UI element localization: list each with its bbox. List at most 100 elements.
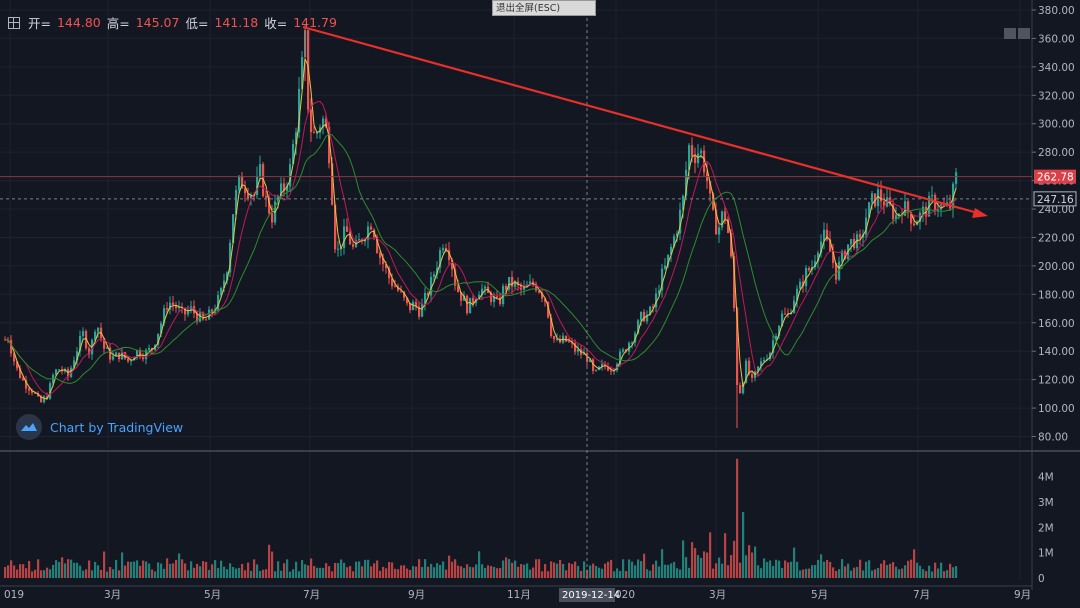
candle-body [877, 189, 880, 207]
volume-bar [34, 569, 37, 578]
candle-body [643, 311, 646, 322]
candle-body [649, 306, 652, 315]
volume-bar [379, 570, 382, 578]
volume-bar [874, 569, 877, 578]
candle-body [796, 288, 799, 301]
volume-bar [52, 564, 55, 578]
volume-bar [913, 549, 916, 578]
candle-body [334, 204, 337, 250]
candle-body [139, 350, 142, 357]
volume-bar [547, 571, 550, 578]
volume-bar [643, 553, 646, 578]
scroll-down-icon[interactable] [1018, 28, 1030, 39]
watermark-text: Chart by TradingView [50, 419, 184, 435]
volume-bar [154, 571, 157, 578]
volume-bar [922, 569, 925, 578]
expand-plus-icon[interactable] [8, 16, 20, 29]
candle-body [823, 229, 826, 242]
exit-fullscreen-button[interactable]: 退出全屏(ESC) [492, 0, 596, 16]
volume-bar [433, 567, 436, 578]
candle-body [244, 188, 247, 194]
volume-bar [217, 568, 220, 578]
candle-body [541, 292, 544, 299]
candle-body [709, 181, 712, 194]
candle-body [115, 352, 118, 357]
volume-layer [4, 458, 958, 578]
moving-averages [4, 58, 957, 400]
volume-bar [361, 566, 364, 578]
volume-bar [901, 568, 904, 578]
volume-bar [544, 563, 547, 578]
volume-bar [556, 563, 559, 578]
candle-body [781, 313, 784, 326]
price-tick-label: 100.00 [1038, 403, 1075, 415]
volume-bar [220, 560, 223, 578]
volume-bar [46, 567, 49, 578]
volume-bar [742, 512, 745, 578]
volume-bar [106, 571, 109, 578]
volume-bar [928, 565, 931, 578]
candle-body [271, 213, 274, 223]
volume-bar [40, 570, 43, 578]
volume-bar [214, 560, 217, 578]
volume-bar [31, 571, 34, 578]
volume-bar [538, 559, 541, 578]
volume-bar [400, 565, 403, 578]
candle-body [610, 370, 613, 372]
candle-body [658, 290, 661, 294]
volume-bar [835, 570, 838, 578]
scroll-up-icon[interactable] [1004, 28, 1016, 39]
volume-bar [142, 560, 145, 578]
volume-bar [343, 562, 346, 578]
candle-body [457, 285, 460, 293]
close-value: 141.79 [293, 15, 337, 30]
volume-bar [679, 569, 682, 578]
volume-bar [745, 555, 748, 578]
volume-bar [421, 567, 424, 578]
price-tick-label: 300.00 [1038, 119, 1075, 131]
volume-bar [649, 570, 652, 578]
volume-bar [469, 566, 472, 578]
volume-bar [673, 561, 676, 578]
volume-bar [508, 559, 511, 578]
candle-body [595, 369, 598, 371]
volume-bar [610, 559, 613, 578]
volume-bar [445, 569, 448, 578]
candle-body [286, 186, 289, 192]
candle-body [247, 193, 250, 199]
volume-bar [448, 555, 451, 578]
volume-bar [178, 553, 181, 578]
candle-body [394, 286, 397, 288]
candle-body [661, 268, 664, 291]
candle-body [568, 341, 571, 343]
volume-bar [790, 561, 793, 578]
volume-bar [115, 559, 118, 578]
open-value: 144.80 [56, 15, 101, 30]
candle-body [805, 267, 808, 287]
candle-body [652, 306, 655, 308]
volume-bar [637, 559, 640, 578]
candle-body [589, 359, 592, 362]
candle-body [199, 312, 202, 322]
volume-bar [787, 562, 790, 578]
volume-bar [799, 570, 802, 578]
volume-bar [559, 559, 562, 578]
volume-bar [94, 561, 97, 578]
volume-bar [541, 571, 544, 578]
volume-bar [550, 561, 553, 578]
candle-body [871, 193, 874, 203]
volume-bar [130, 561, 133, 578]
candle-body [97, 327, 100, 332]
candle-body [892, 204, 895, 220]
volume-bar [532, 567, 535, 578]
volume-bar [955, 566, 958, 578]
price-tick-label: 160.00 [1038, 318, 1075, 330]
volume-bar [100, 569, 103, 578]
price-tick-label: 80.00 [1038, 432, 1068, 444]
volume-bar [409, 569, 412, 578]
candle-body [463, 295, 466, 301]
candle-body [439, 250, 442, 268]
volume-bar [373, 563, 376, 578]
tradingview-watermark[interactable]: Chart by TradingView [16, 414, 183, 440]
